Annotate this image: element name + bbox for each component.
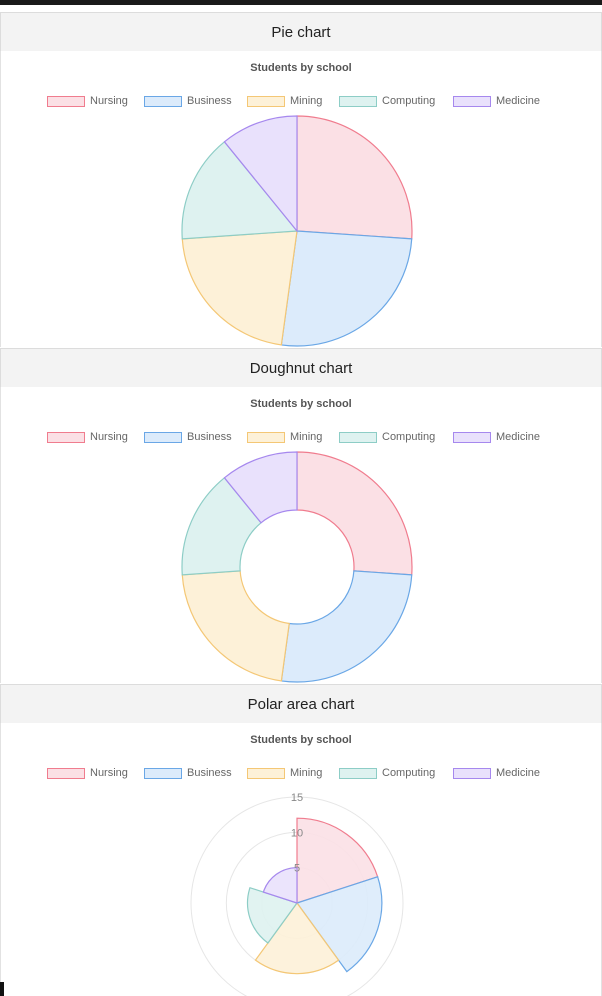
legend-item-medicine[interactable]: Medicine [453,93,540,109]
pie-slice-medicine[interactable] [223,115,298,233]
legend-item-business[interactable]: Business [144,765,232,781]
legend-item-medicine[interactable]: Medicine [453,765,540,781]
legend-label-business: Business [187,95,232,107]
legend-swatch-medicine [453,431,491,443]
polar-segment-nursing[interactable] [296,817,379,904]
legend-swatch-business [144,767,182,779]
doughnut-chart-legend: Nursing Business Mining Computing Medicine [1,429,601,445]
legend-item-medicine[interactable]: Medicine [453,429,540,445]
legend-label-medicine: Medicine [496,767,541,779]
polar-area-chart: 5 10 15 [190,792,404,996]
doughnut-slice-computing[interactable] [181,476,262,576]
legend-label-medicine: Medicine [496,431,541,443]
legend-swatch-medicine [453,95,491,107]
pie-chart-legend: Nursing Business Mining Computing Medicine [1,93,601,109]
legend-item-computing[interactable]: Computing [339,93,435,109]
pie-slice-computing[interactable] [181,140,299,240]
polar-chart-legend: Nursing Business Mining Computing Medicine [1,765,601,781]
polar-tick-label: 10 [291,827,303,839]
doughnut-chart [181,451,413,683]
window-top-border [0,0,602,5]
pie-chart [181,115,413,347]
legend-swatch-computing [339,431,377,443]
polar-segment-medicine[interactable] [262,867,298,904]
legend-item-mining[interactable]: Mining [247,93,322,109]
legend-label-computing: Computing [382,431,436,443]
polar-tick-label: 5 [294,863,300,875]
pie-chart-panel: Students by school Nursing Business Mining… [0,51,602,347]
polar-segment-computing[interactable] [246,886,298,944]
legend-swatch-nursing [47,95,85,107]
pie-chart-title: Students by school [250,62,352,74]
legend-swatch-computing [339,767,377,779]
legend-swatch-medicine [453,767,491,779]
pie-section-header: Pie chart [0,12,602,52]
legend-label-computing: Computing [382,767,436,779]
legend-swatch-business [144,431,182,443]
legend-item-mining[interactable]: Mining [247,765,322,781]
pie-slice-nursing[interactable] [296,115,413,240]
doughnut-chart-panel: Students by school Nursing Business Mining… [0,387,602,683]
legend-swatch-nursing [47,431,85,443]
legend-label-computing: Computing [382,95,436,107]
legend-label-mining: Mining [290,767,323,779]
legend-item-computing[interactable]: Computing [339,429,435,445]
polar-grid-ring-15 [190,796,404,996]
polar-segment-mining[interactable] [254,901,340,975]
legend-item-mining[interactable]: Mining [247,429,322,445]
left-edge-marker [0,982,4,996]
legend-item-business[interactable]: Business [144,429,232,445]
legend-swatch-mining [247,431,285,443]
legend-label-nursing: Nursing [90,431,128,443]
legend-swatch-mining [247,767,285,779]
legend-item-nursing[interactable]: Nursing [47,429,128,445]
legend-label-mining: Mining [290,95,323,107]
legend-item-nursing[interactable]: Nursing [47,93,128,109]
legend-swatch-nursing [47,767,85,779]
legend-swatch-business [144,95,182,107]
doughnut-slice-nursing[interactable] [296,451,413,576]
legend-label-nursing: Nursing [90,95,128,107]
legend-label-mining: Mining [290,431,323,443]
polar-segment-business[interactable] [296,876,383,973]
doughnut-slice-business[interactable] [280,570,413,683]
legend-item-computing[interactable]: Computing [339,765,435,781]
legend-swatch-mining [247,95,285,107]
polar-chart-panel: Students by school Nursing Business Mining… [0,723,602,996]
doughnut-chart-title: Students by school [250,398,352,410]
legend-swatch-computing [339,95,377,107]
polar-chart-title: Students by school [250,734,352,746]
doughnut-section-heading: Doughnut chart [249,359,353,377]
polar-tick-label: 15 [291,792,303,804]
legend-label-business: Business [187,767,232,779]
polar-section-heading: Polar area chart [247,695,355,713]
doughnut-section-header: Doughnut chart [0,348,602,388]
legend-item-nursing[interactable]: Nursing [47,765,128,781]
polar-section-header: Polar area chart [0,684,602,724]
legend-label-medicine: Medicine [496,95,541,107]
legend-item-business[interactable]: Business [144,93,232,109]
pie-slice-mining[interactable] [181,230,298,346]
doughnut-slice-medicine[interactable] [223,451,298,524]
doughnut-slice-mining[interactable] [181,570,290,682]
pie-section-heading: Pie chart [271,23,331,41]
legend-label-nursing: Nursing [90,767,128,779]
legend-label-business: Business [187,431,232,443]
pie-slice-business[interactable] [280,230,413,347]
